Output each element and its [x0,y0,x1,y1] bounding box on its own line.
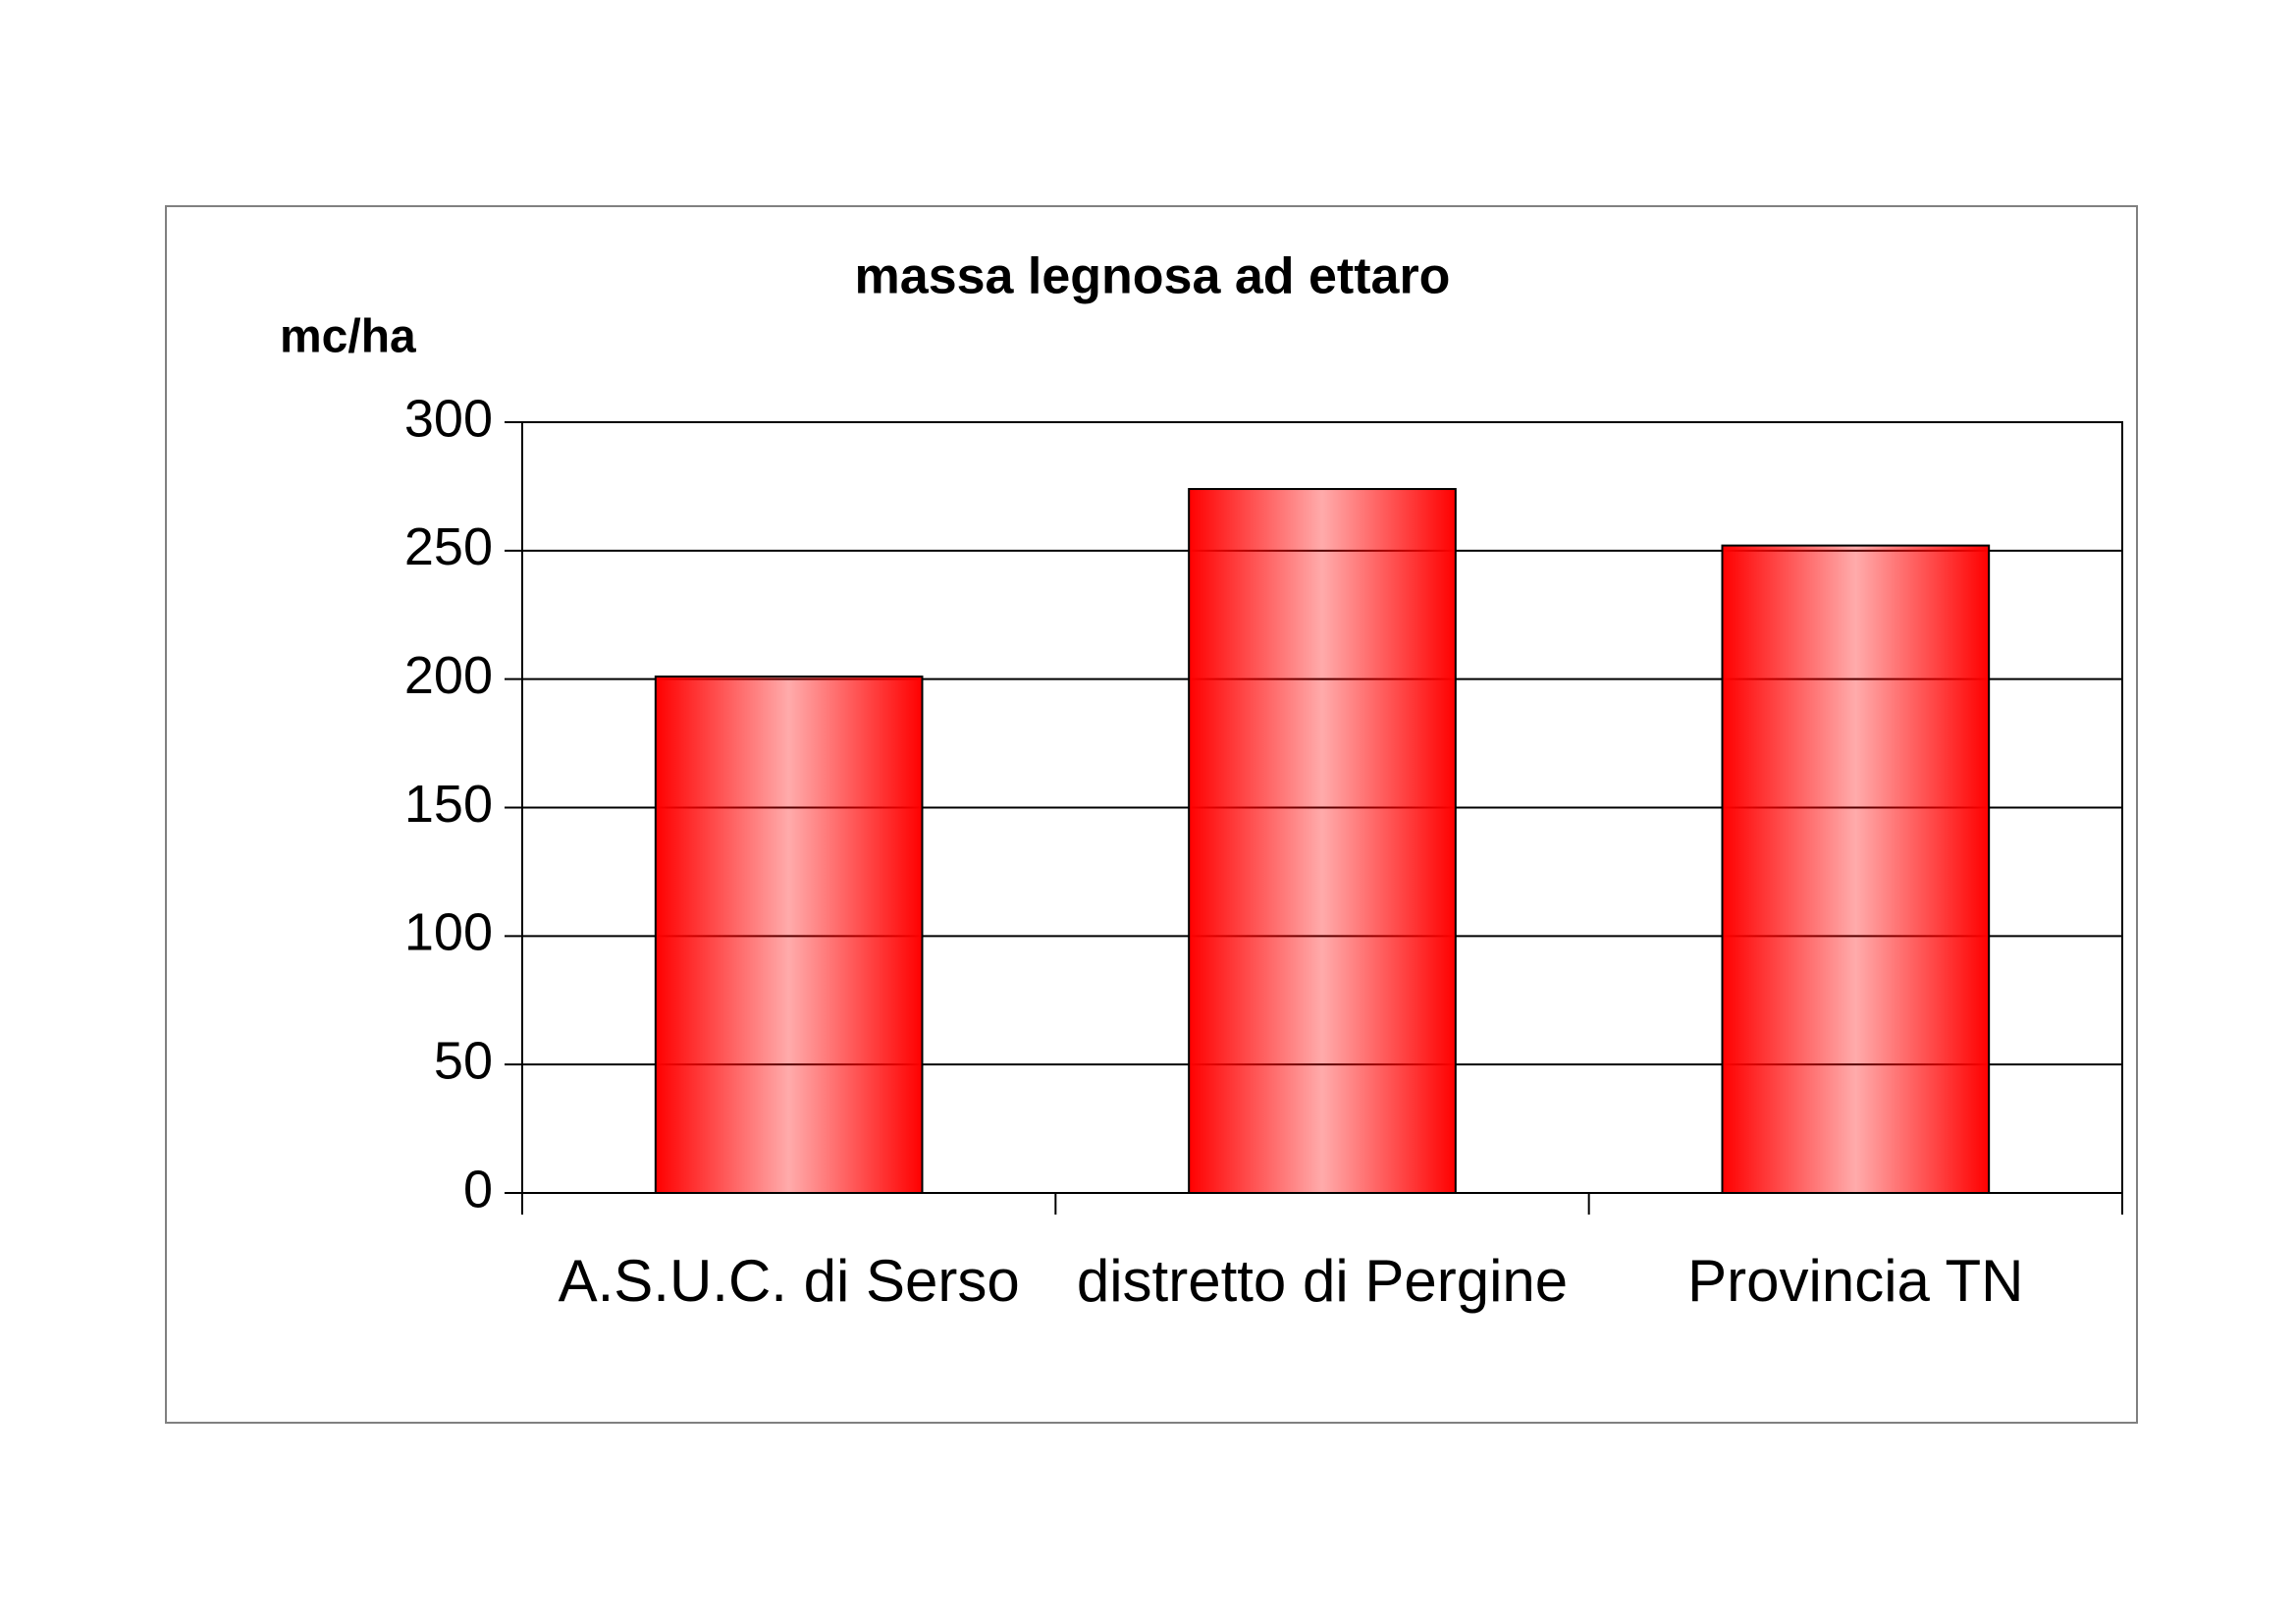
bar [1721,544,1991,1194]
chart-title: massa legnosa ad ettaro [855,248,1451,305]
bar [654,676,924,1194]
bar [1188,488,1457,1194]
x-tick-label: Provincia TN [1687,1248,2024,1314]
y-tick-label: 200 [404,646,493,705]
x-tick-label: distretto di Pergine [1076,1248,1569,1314]
y-tick-label: 0 [463,1160,493,1218]
x-tick-label: A.S.U.C. di Serso [558,1248,1020,1314]
y-tick-label: 250 [404,517,493,576]
y-tick-label: 100 [404,903,493,962]
y-tick-label: 50 [434,1031,493,1090]
y-axis-label: mc/ha [280,311,416,363]
y-tick-label: 300 [404,389,493,448]
y-tick-label: 150 [404,775,493,834]
